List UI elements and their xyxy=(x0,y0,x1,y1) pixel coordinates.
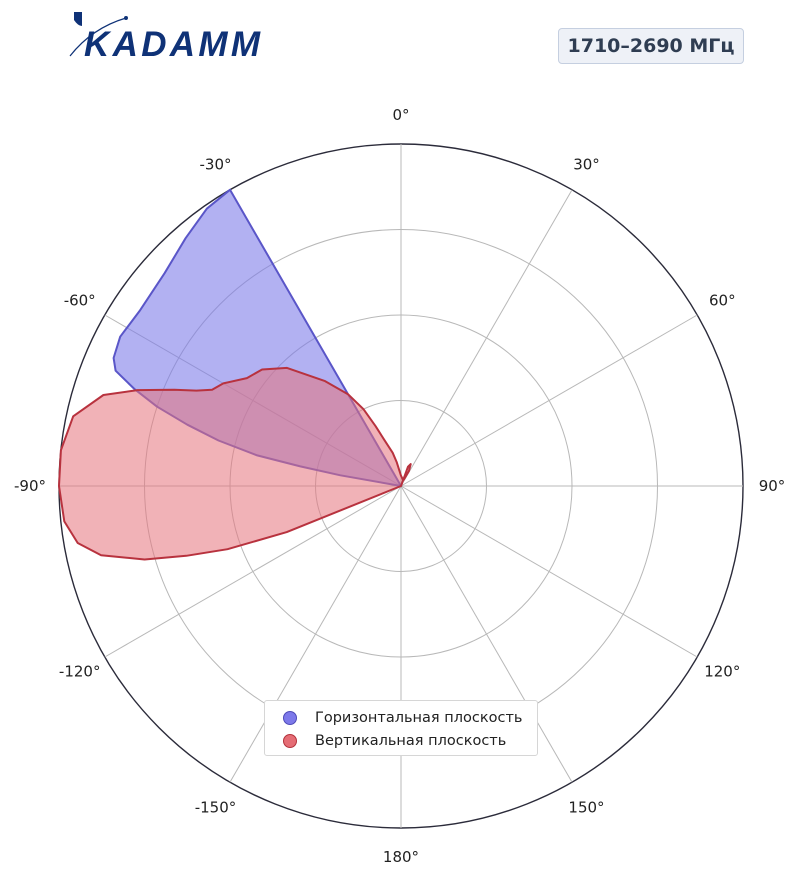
angular-tick-label: 90° xyxy=(759,477,786,495)
angular-tick-label: 120° xyxy=(704,663,740,681)
logo-flag xyxy=(74,12,82,26)
angular-tick-label: 180° xyxy=(383,848,419,866)
legend-item-horizontal: Горизонтальная плоскость xyxy=(275,706,527,729)
grid-spoke xyxy=(400,485,698,658)
angular-tick-label: -30° xyxy=(200,156,232,174)
legend-label-horizontal: Горизонтальная плоскость xyxy=(315,709,523,726)
angular-tick-label: 60° xyxy=(709,292,736,310)
angular-tick-label: -90° xyxy=(14,477,46,495)
angular-tick-label: 150° xyxy=(568,798,604,816)
grid-spoke xyxy=(229,485,402,783)
logo-dot xyxy=(124,16,128,20)
angular-tick-label: -60° xyxy=(64,292,96,310)
legend-label-vertical: Вертикальная плоскость xyxy=(315,732,507,749)
grid-spoke xyxy=(400,314,698,487)
legend-marker-vertical xyxy=(283,733,297,748)
legend-item-vertical: Вертикальная плоскость xyxy=(275,729,527,752)
angular-tick-label: -150° xyxy=(195,798,237,816)
frequency-badge: 1710–2690 МГц xyxy=(558,28,744,64)
legend: Горизонтальная плоскость Вертикальная пл… xyxy=(264,700,538,756)
grid-spoke xyxy=(104,485,402,658)
angular-tick-label: 30° xyxy=(573,156,600,174)
angular-tick-label: 0° xyxy=(392,106,409,124)
angular-tick-label: -120° xyxy=(59,663,101,681)
kadamm-logo: KADAMM xyxy=(69,12,261,62)
grid-spoke xyxy=(400,189,573,487)
series-group xyxy=(58,188,412,561)
grid-spoke xyxy=(400,485,573,783)
series-vertical-area xyxy=(58,366,412,561)
logo-text: KADAMM xyxy=(84,25,261,62)
legend-marker-horizontal xyxy=(283,710,297,725)
angular-tick-labels: 0° 30° 60° 90° 120° 150° 180° -150° -120° -90° -60… xyxy=(14,106,785,866)
logo-swoosh xyxy=(69,17,127,57)
